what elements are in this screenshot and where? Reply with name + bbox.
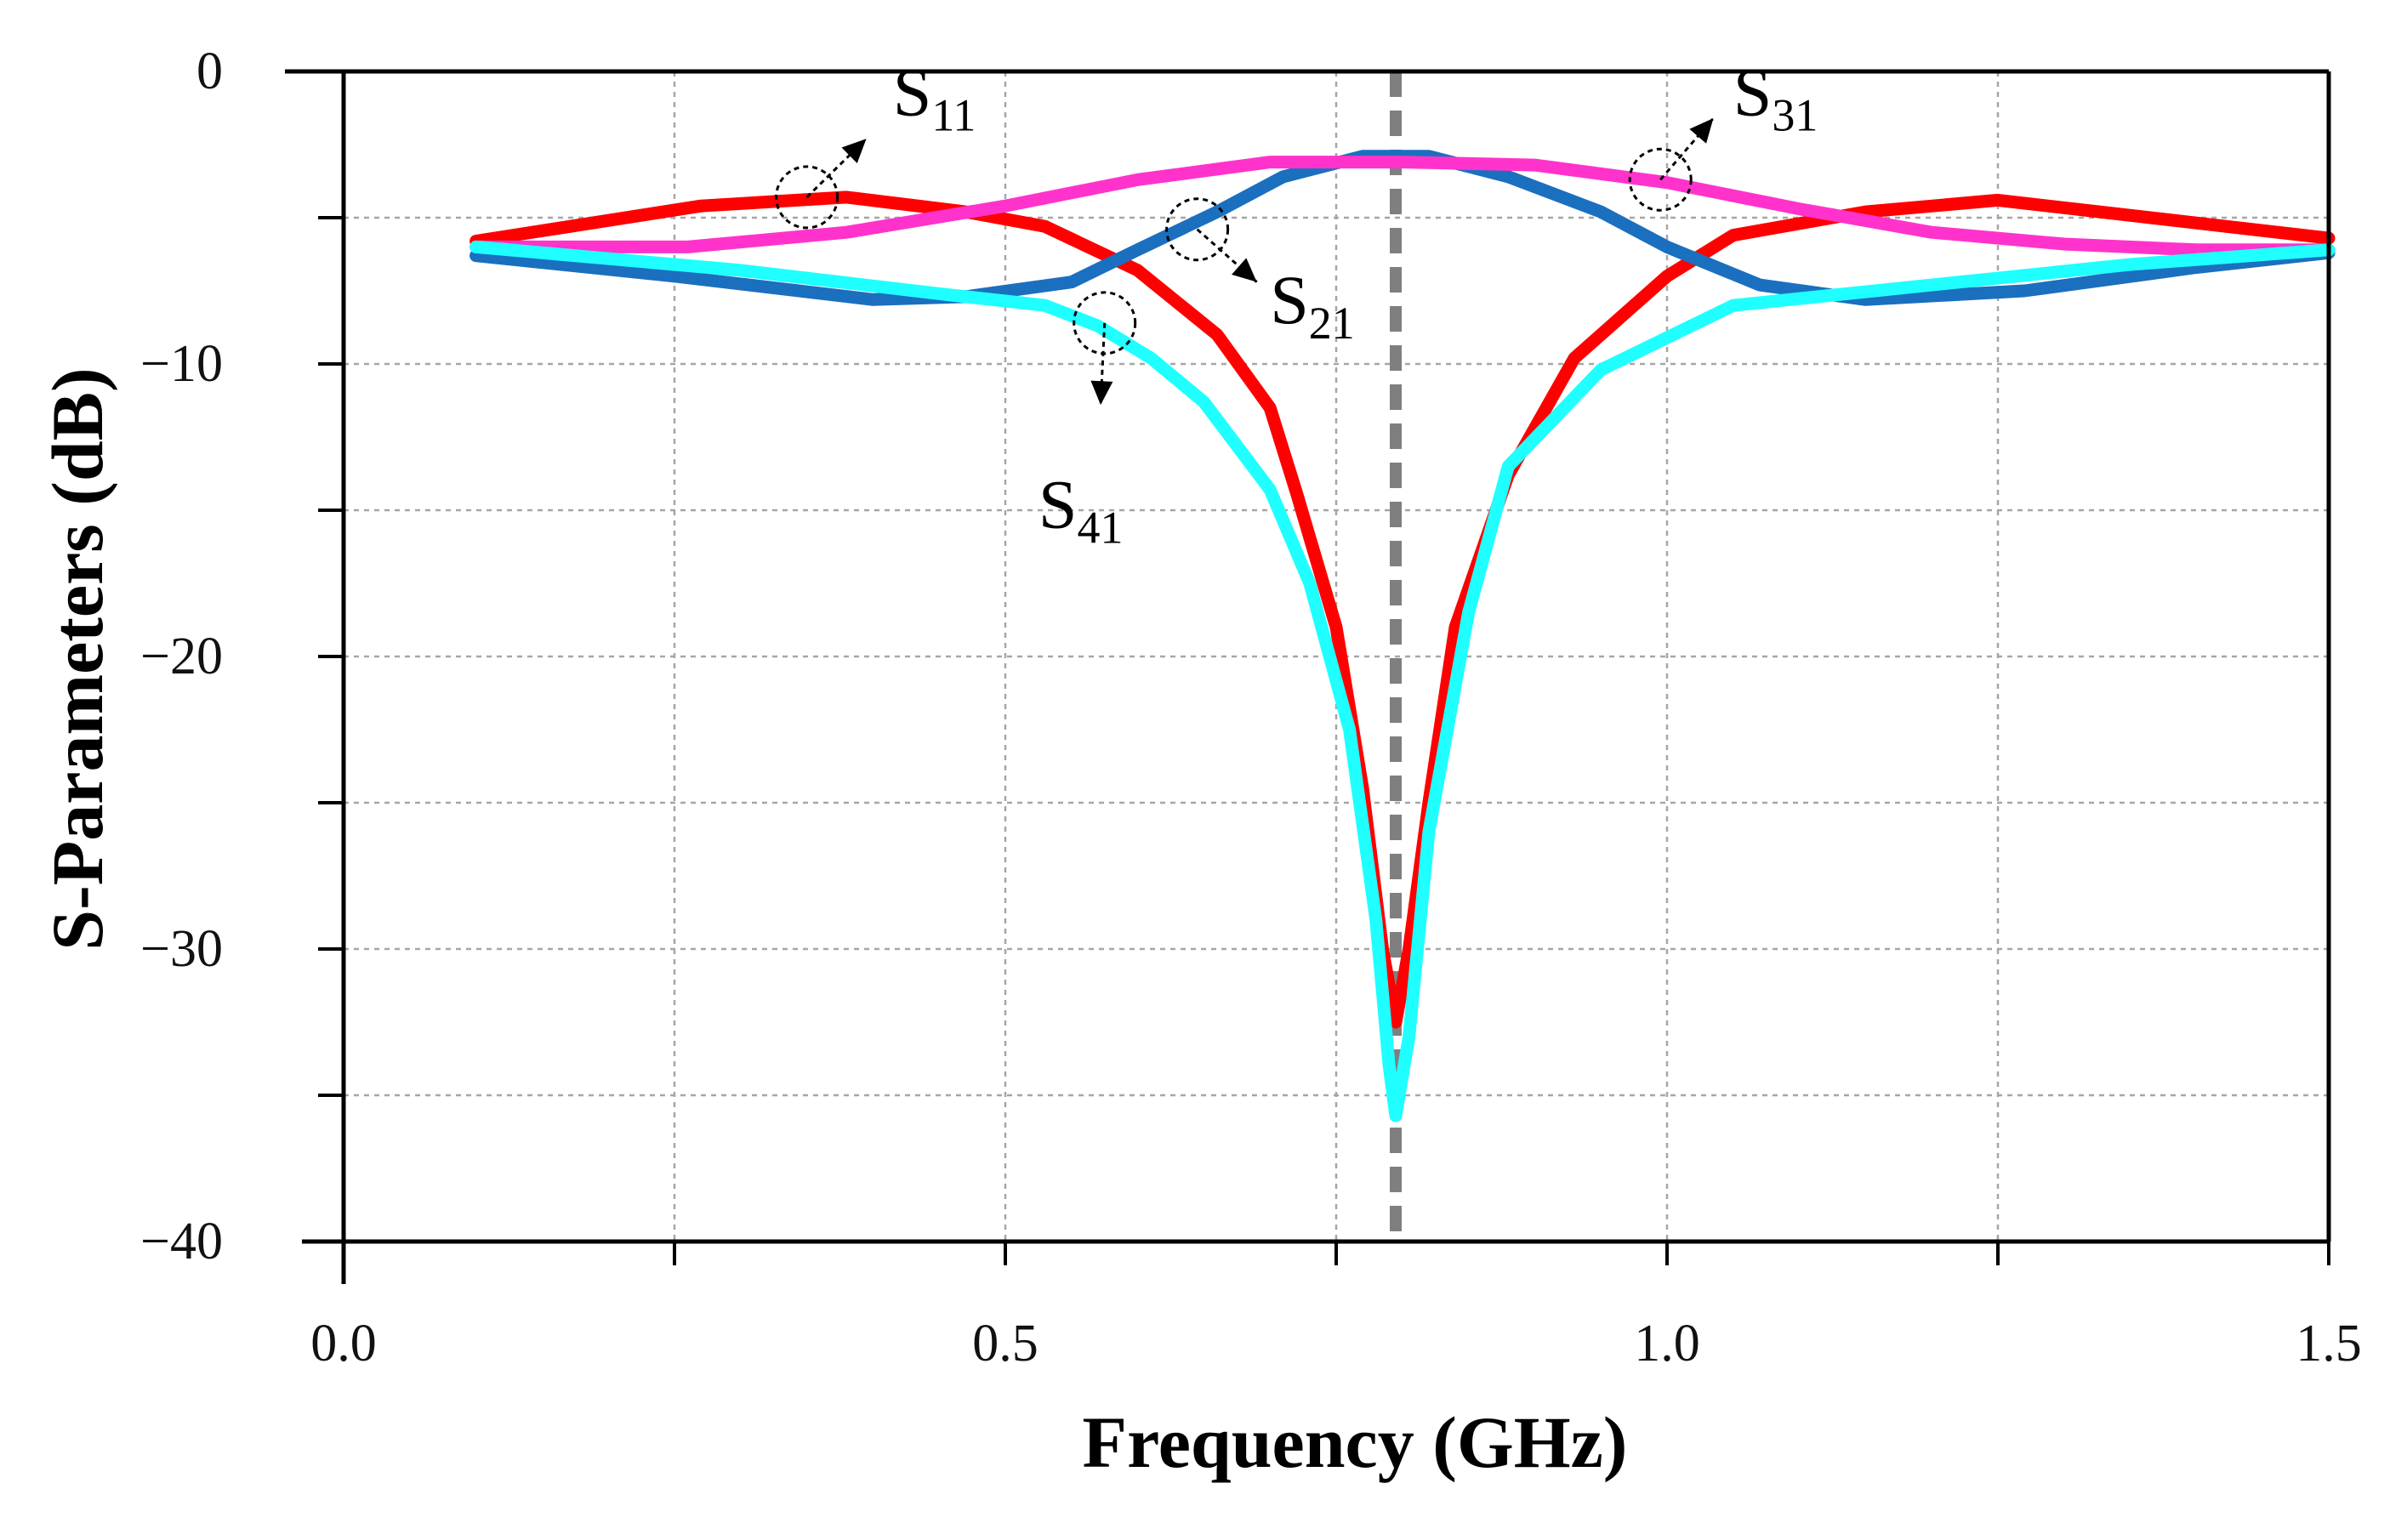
axes — [285, 69, 2331, 1284]
series-line-s31 — [469, 156, 2336, 257]
y-tick-label: 0 — [196, 43, 223, 100]
series-label-subscript: 21 — [1309, 298, 1355, 349]
series-line-s11 — [469, 190, 2336, 1029]
series-group — [469, 150, 2336, 1122]
annotation-arrow-head — [1689, 118, 1714, 144]
series-label-subscript: 11 — [931, 90, 976, 141]
grid — [344, 71, 2329, 1242]
series-label-main: S — [1270, 261, 1309, 338]
y-tick-label: −10 — [140, 335, 223, 393]
tick-labels: 0.0 0.5 1.0 1.5 0 −10 −20 −30 −40 — [140, 43, 2362, 1372]
annotation-circle — [775, 165, 839, 230]
x-tick-label: 1.0 — [1634, 1315, 1700, 1372]
series-label-main: S — [1733, 54, 1773, 131]
series-line-s41 — [469, 240, 2336, 1122]
annotation-arrow-head — [841, 139, 867, 164]
x-tick-label: 0.5 — [972, 1315, 1039, 1372]
annotation-circle — [1165, 197, 1230, 262]
series-label-s31: S31 — [1733, 54, 1818, 141]
x-tick-label: 0.0 — [310, 1315, 377, 1372]
y-tick-label: −30 — [140, 920, 223, 978]
annotation-circle — [1628, 147, 1693, 212]
series-label-s21: S21 — [1270, 261, 1355, 349]
annotation-arrow-head — [1232, 258, 1257, 282]
series-label-main: S — [1039, 466, 1078, 543]
y-tick-label: −20 — [140, 628, 223, 685]
annotation-circle — [1073, 291, 1137, 355]
y-tick-label: −40 — [140, 1213, 223, 1270]
x-axis-title: Frequency (GHz) — [1083, 1401, 1628, 1483]
x-tick-label: 1.5 — [2296, 1315, 2362, 1372]
y-axis-title: S-Parameters (dB) — [37, 367, 118, 950]
series-label-main: S — [893, 54, 932, 131]
series-label-s11: S11 — [893, 54, 976, 141]
series-label-subscript: 31 — [1772, 90, 1818, 141]
series-label-subscript: 41 — [1078, 503, 1124, 554]
annotation-arrow-head — [1090, 380, 1113, 406]
series-label-s41: S41 — [1039, 466, 1124, 554]
